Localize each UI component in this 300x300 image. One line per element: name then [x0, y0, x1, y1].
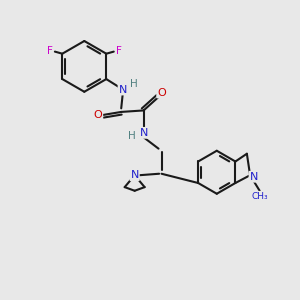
Text: N: N [140, 128, 148, 138]
Text: N: N [130, 170, 139, 180]
Text: F: F [116, 46, 122, 56]
Text: H: H [130, 79, 138, 89]
Text: O: O [94, 110, 102, 120]
Text: N: N [250, 172, 258, 182]
Text: O: O [157, 88, 166, 98]
Text: H: H [128, 131, 136, 141]
Text: N: N [118, 85, 127, 94]
Text: CH₃: CH₃ [251, 192, 268, 201]
Text: F: F [46, 46, 52, 56]
